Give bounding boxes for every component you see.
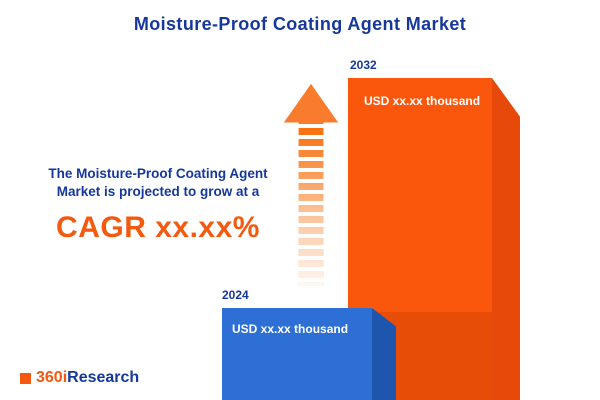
logo-square-icon bbox=[20, 372, 31, 384]
bar-2032-value-label: USD xx.xx thousand bbox=[364, 94, 481, 108]
annotation-block: The Moisture-Proof Coating Agent Market … bbox=[8, 165, 308, 245]
bar-2032-year-label: 2032 bbox=[350, 58, 377, 72]
bar-2024-front bbox=[222, 308, 372, 400]
cagr-text: CAGR xx.xx% bbox=[56, 211, 260, 245]
annotation-line-2: Market is projected to grow at a bbox=[56, 184, 260, 200]
bar-2024-side bbox=[372, 308, 396, 400]
bar-2024-year-label: 2024 bbox=[222, 288, 249, 302]
logo-text-prefix: 360i bbox=[36, 369, 68, 386]
logo-text-suffix: Research bbox=[67, 369, 140, 386]
logo: 360iResearch bbox=[20, 369, 139, 387]
bar-2024-value-label: USD xx.xx thousand bbox=[232, 322, 349, 336]
annotation-line-1: The Moisture-Proof Coating Agent bbox=[48, 166, 268, 181]
logo-text: 360iResearch bbox=[36, 369, 139, 387]
bar-2032-side bbox=[492, 78, 520, 400]
page-title: Moisture-Proof Coating Agent Market bbox=[133, 14, 467, 34]
